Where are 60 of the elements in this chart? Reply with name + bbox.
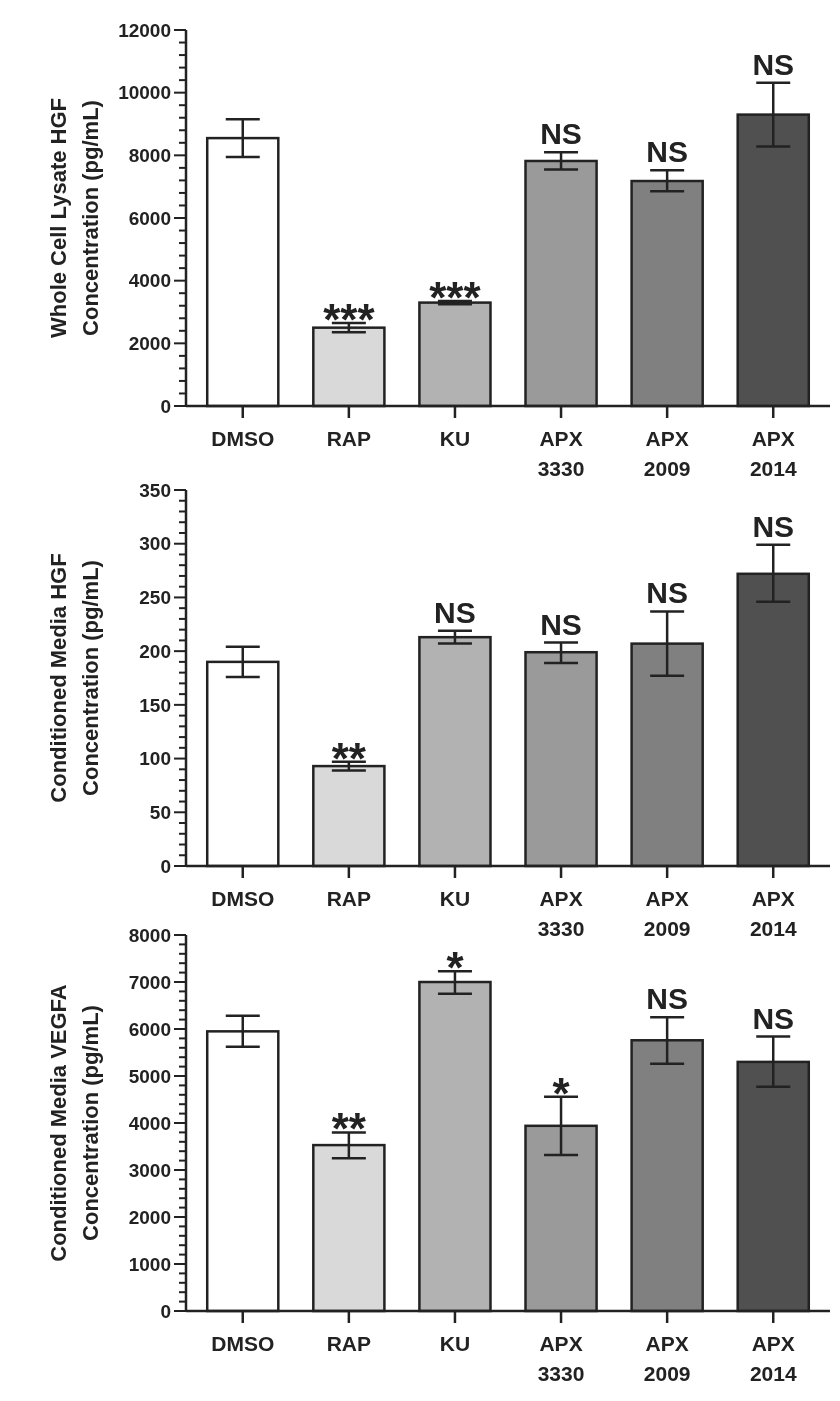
y-tick-label: 0 bbox=[160, 395, 171, 417]
x-tick-label: APX 2014 bbox=[749, 1332, 797, 1385]
annotation: NS bbox=[646, 135, 688, 169]
x-tick-label: APX 2014 bbox=[749, 887, 797, 940]
y-tick-label: 10000 bbox=[118, 82, 171, 104]
y-tick-label: 6000 bbox=[128, 207, 171, 229]
x-tick-label: APX 2014 bbox=[749, 427, 797, 480]
y-tick-label: 8000 bbox=[128, 924, 171, 946]
y-tick-label: 5000 bbox=[128, 1065, 171, 1087]
annotation: ** bbox=[331, 1104, 367, 1154]
y-axis-title: Conditioned Media VEGFA Concentration (pg/mL) bbox=[46, 984, 103, 1262]
x-tick-label: DMSO bbox=[211, 427, 275, 450]
annotation: * bbox=[446, 943, 465, 993]
annotation: *** bbox=[429, 273, 482, 323]
annotation: NS bbox=[540, 607, 582, 641]
y-tick-label: 250 bbox=[139, 587, 171, 609]
y-tick-label: 350 bbox=[139, 479, 171, 501]
y-tick-label: 1000 bbox=[128, 1253, 171, 1275]
annotation: NS bbox=[434, 595, 476, 629]
y-tick-label: 2000 bbox=[128, 1206, 171, 1228]
y-tick-label: 12000 bbox=[118, 19, 171, 41]
annotation: NS bbox=[540, 117, 582, 151]
y-tick-label: 3000 bbox=[128, 1159, 171, 1181]
y-tick-label: 4000 bbox=[128, 270, 171, 292]
x-tick-label: RAP bbox=[326, 427, 372, 450]
x-tick-label: RAP bbox=[326, 1332, 372, 1355]
annotation: NS bbox=[646, 576, 688, 610]
annotation: NS bbox=[646, 982, 688, 1016]
x-tick-label: RAP bbox=[326, 887, 372, 910]
x-tick-label: DMSO bbox=[211, 887, 275, 910]
y-tick-label: 7000 bbox=[128, 971, 171, 993]
y-axis-title: Conditioned Media HGF Concentration (pg/mL) bbox=[46, 553, 103, 803]
y-tick-label: 4000 bbox=[128, 1112, 171, 1134]
x-tick-label: APX 2009 bbox=[643, 427, 691, 480]
annotation: NS bbox=[752, 47, 795, 81]
y-tick-label: 2000 bbox=[128, 332, 171, 354]
y-tick-label: 8000 bbox=[128, 144, 171, 166]
y-tick-label: 100 bbox=[139, 748, 171, 770]
y-tick-label: 0 bbox=[160, 1300, 171, 1322]
x-tick-label: APX 2009 bbox=[643, 1332, 691, 1385]
annotation: ** bbox=[331, 733, 367, 783]
x-tick-label: DMSO bbox=[211, 1332, 275, 1355]
x-tick-label: APX 3330 bbox=[537, 1332, 585, 1385]
x-tick-label: APX 2009 bbox=[643, 887, 691, 940]
x-tick-label: KU bbox=[439, 1332, 471, 1355]
annotation: * bbox=[552, 1068, 571, 1118]
y-tick-label: 6000 bbox=[128, 1018, 171, 1040]
x-tick-label: APX 3330 bbox=[537, 427, 585, 480]
y-tick-label: 150 bbox=[139, 694, 171, 716]
y-axis-title: Whole Cell Lysate HGF Concentration (pg/mL) bbox=[46, 97, 103, 339]
annotation: *** bbox=[323, 294, 376, 344]
y-tick-label: 300 bbox=[139, 533, 171, 555]
y-tick-label: 200 bbox=[139, 640, 171, 662]
x-tick-label: KU bbox=[439, 427, 471, 450]
annotation: NS bbox=[752, 1001, 795, 1035]
y-tick-label: 50 bbox=[149, 801, 171, 823]
x-tick-label: KU bbox=[439, 887, 471, 910]
x-tick-label: APX 3330 bbox=[537, 887, 585, 940]
y-tick-label: 0 bbox=[160, 855, 171, 877]
annotation: NS bbox=[752, 509, 795, 543]
